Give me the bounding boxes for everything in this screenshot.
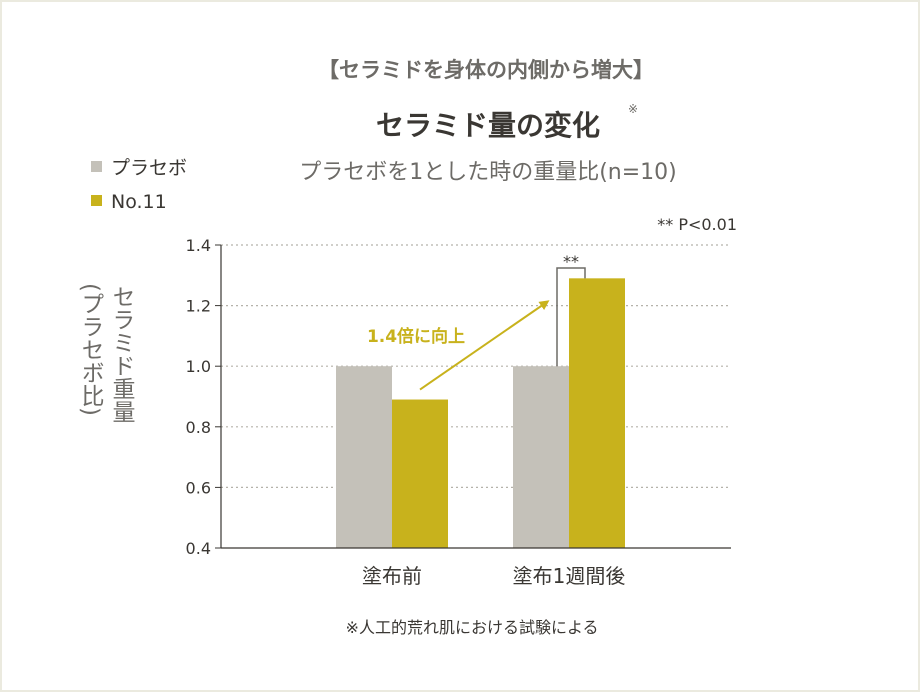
title-footnote-mark: ※ [628,102,638,116]
y-tick-label: 1.2 [186,297,211,316]
category-label: 塗布前 [362,564,422,588]
annotation-label: 1.4倍に向上 [367,326,465,347]
axes [220,245,731,549]
y-tick-label: 1.0 [186,357,211,376]
legend-label-no11: No.11 [111,191,167,213]
y-axis-label: セラミド重量 [108,285,135,423]
bars [336,278,625,548]
category-label: 塗布1週間後 [513,564,626,588]
y-axis-label-paren: (プラセボ比) [77,283,104,416]
y-tick-label: 0.8 [186,418,211,437]
chart-title: セラミド量の変化 [376,109,600,142]
category-labels: 塗布前 塗布1週間後 [362,564,625,588]
grid-lines [221,244,731,488]
y-tick-label: 0.4 [186,539,211,558]
significance-bracket [556,267,586,367]
legend-swatch-no11 [91,195,102,206]
trend-arrow [419,300,550,391]
legend: プラセボ No.11 [91,157,187,213]
bar-placebo-1 [513,366,569,548]
significance-note: ** P<0.01 [657,215,737,234]
legend-label-placebo: プラセボ [111,157,187,179]
chart-subtitle: プラセボを1とした時の重量比(n=10) [299,160,677,185]
y-tick-labels: 0.4 0.6 0.8 1.0 1.2 1.4 [186,236,221,558]
y-tick-label: 0.6 [186,478,211,497]
significance-marker: ** [563,252,579,271]
bar-no11-1 [569,278,625,548]
footnote: ※人工的荒れ肌における試験による [346,618,599,637]
chart-supertitle: 【セラミドを身体の内側から増大】 [318,58,654,82]
legend-swatch-placebo [91,161,102,172]
bar-placebo-0 [336,366,392,548]
y-tick-label: 1.4 [186,236,211,255]
bar-no11-0 [392,399,448,548]
